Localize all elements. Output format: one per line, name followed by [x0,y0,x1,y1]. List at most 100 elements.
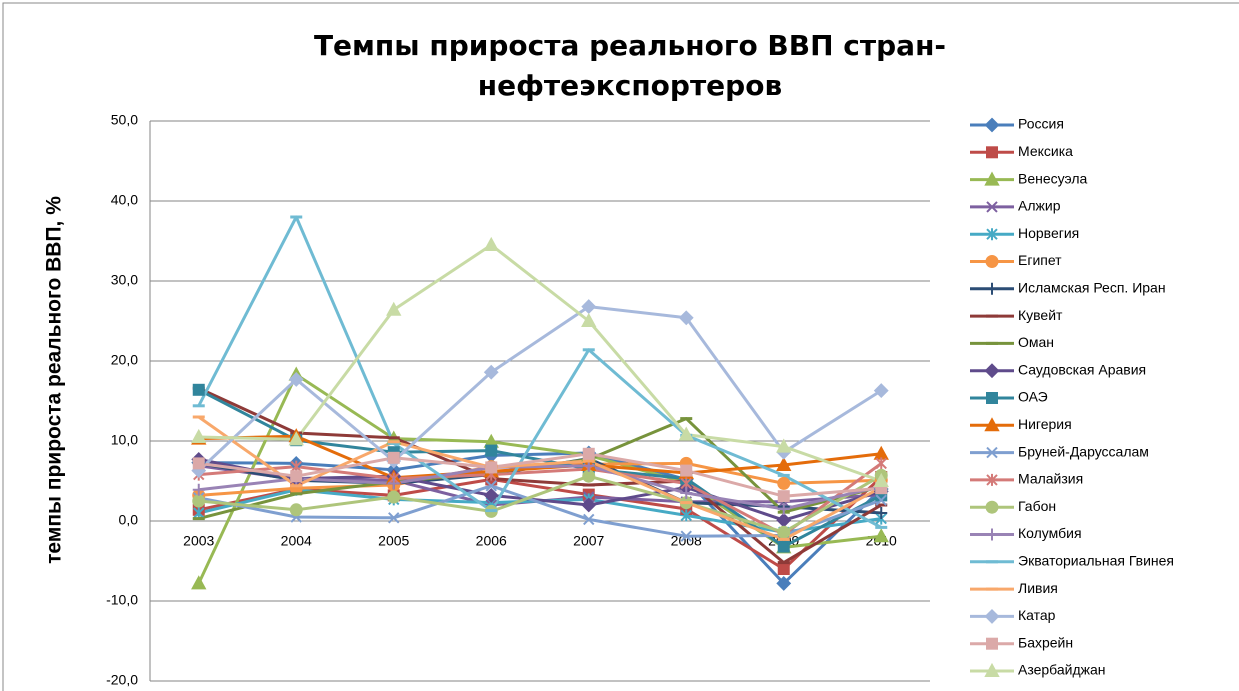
series-line [197,305,883,472]
legend-label: Кувейт [1018,307,1063,323]
legend-label: Колумбия [1018,525,1082,541]
legend-label: Малайзия [1018,471,1083,487]
legend-label: Экваториальная Гвинея [1018,553,1174,569]
marker [485,444,498,457]
marker [485,480,497,492]
marker [387,477,400,490]
legend-marker [986,201,998,213]
marker [191,575,207,590]
y-tick-label: 30,0 [111,272,138,288]
marker [483,236,499,251]
marker [680,530,692,542]
marker [777,490,790,503]
marker [581,312,597,327]
marker [776,456,792,471]
legend-label: Норвегия [1018,225,1079,241]
y-tick-label: 50,0 [111,112,138,128]
x-tick-label: 2006 [476,533,507,549]
marker [290,470,303,483]
marker [582,447,595,460]
marker [776,512,792,528]
y-tick-label: -20,0 [106,672,138,688]
series-line [198,434,882,480]
series-line [198,243,882,483]
marker [777,563,790,575]
marker [583,513,595,526]
marker [678,310,694,326]
y-tick-label: -10,0 [106,592,138,608]
legend-label: Венесуэла [1018,170,1087,186]
chart-title: Темпы прироста реального ВВП стран-нефте… [313,29,947,102]
marker [777,503,790,515]
y-tick-label: 10,0 [111,432,138,448]
marker [191,428,207,443]
marker [581,299,597,315]
marker [777,476,791,490]
legend-label: ОАЭ [1018,389,1048,405]
legend-marker [984,608,1000,624]
marker [192,494,206,508]
x-tick-label: 2007 [573,533,604,549]
marker [483,487,499,503]
series-line [198,484,882,538]
legend-label: Египет [1018,252,1062,268]
legend-label: Нигерия [1018,416,1072,432]
y-tick-label: 0,0 [119,512,139,528]
marker [680,464,693,477]
marker [386,301,402,316]
marker [485,461,498,474]
series-line [197,215,882,529]
legend-marker [986,146,998,159]
y-tick-label: 40,0 [111,192,138,208]
marker [192,457,205,470]
series-line [198,474,883,534]
marker [288,431,304,446]
series-line [198,386,883,565]
legend-marker [984,417,1000,432]
legend-label: Оман [1018,334,1054,350]
marker [873,528,889,543]
marker [875,507,888,519]
marker [289,503,303,517]
marker [581,497,597,513]
legend-label: Россия [1018,116,1064,132]
marker [777,540,790,553]
legend-marker [984,662,1000,677]
legend-marker [984,117,1000,133]
y-axis-label: темпы прироста реального ВВП, % [43,196,66,564]
marker [483,364,499,380]
legend-label: Мексика [1018,143,1073,159]
marker [678,426,694,441]
y-tick-label: 20,0 [111,352,138,368]
legend-marker [985,500,999,514]
marker [873,472,889,487]
x-tick-label: 2004 [281,533,312,549]
marker [192,383,205,396]
legend-marker [986,473,998,486]
marker [873,383,889,399]
marker [582,469,596,483]
legend-marker [986,228,998,241]
series-line [198,452,882,498]
legend-label: Алжир [1018,198,1061,214]
marker [193,507,205,519]
legend-label: Ливия [1018,580,1058,596]
marker [875,494,887,506]
marker [776,575,792,591]
marker [388,512,400,524]
marker [387,451,400,464]
marker [387,490,401,504]
legend-marker [986,637,998,650]
legend-marker [986,392,998,404]
legend-marker [985,255,999,268]
marker [875,457,887,470]
marker [680,509,692,522]
legend-label: Катар [1018,607,1056,623]
marker [192,483,205,496]
marker [777,525,791,539]
legend-label: Габон [1018,498,1056,514]
legend-label: Исламская Респ. Иран [1018,280,1166,296]
